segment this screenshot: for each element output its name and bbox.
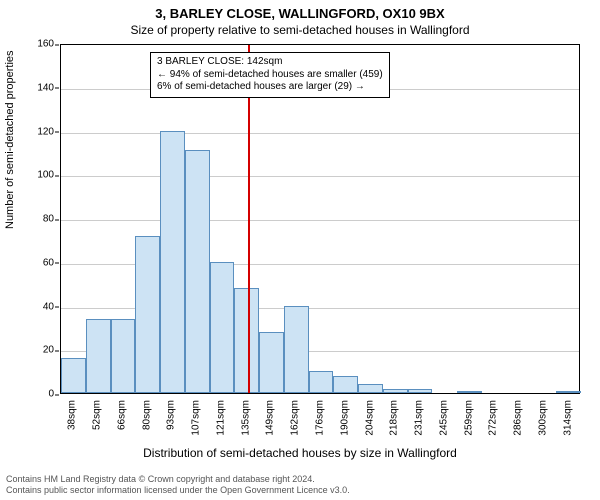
- x-tick-label: 259sqm: [463, 400, 474, 436]
- x-tick-label: 162sqm: [290, 400, 301, 436]
- gridline: [61, 133, 579, 134]
- x-tick-label: 245sqm: [438, 400, 449, 436]
- x-tick-label: 272sqm: [488, 400, 499, 436]
- x-tick-label: 300sqm: [537, 400, 548, 436]
- x-tick-label: 107sqm: [191, 400, 202, 436]
- gridline: [61, 176, 579, 177]
- y-tick-label: 160: [30, 39, 54, 50]
- histogram-bar: [309, 371, 334, 393]
- gridline: [61, 220, 579, 221]
- histogram-bar: [556, 391, 581, 393]
- x-tick-label: 80sqm: [141, 400, 152, 430]
- y-tick-label: 80: [30, 214, 54, 225]
- histogram-bar: [111, 319, 136, 393]
- histogram-bar: [284, 306, 309, 394]
- histogram-bar: [408, 389, 433, 393]
- attribution-line-2: Contains public sector information licen…: [6, 485, 350, 496]
- x-axis-label: Distribution of semi-detached houses by …: [0, 446, 600, 460]
- annotation-box: 3 BARLEY CLOSE: 142sqm ← 94% of semi-det…: [150, 52, 390, 98]
- annotation-line-1: 3 BARLEY CLOSE: 142sqm: [157, 56, 383, 69]
- x-tick-label: 218sqm: [389, 400, 400, 436]
- address-title: 3, BARLEY CLOSE, WALLINGFORD, OX10 9BX: [0, 0, 600, 21]
- histogram-bar: [457, 391, 482, 393]
- histogram-bar: [383, 389, 408, 393]
- histogram-bar: [358, 384, 383, 393]
- attribution-line-1: Contains HM Land Registry data © Crown c…: [6, 474, 350, 485]
- x-tick-label: 314sqm: [562, 400, 573, 436]
- attribution: Contains HM Land Registry data © Crown c…: [6, 474, 350, 497]
- y-axis-label: Number of semi-detached properties: [4, 209, 16, 229]
- x-tick-label: 93sqm: [166, 400, 177, 430]
- y-tick-label: 40: [30, 301, 54, 312]
- histogram-bar: [210, 262, 235, 393]
- histogram-bar: [135, 236, 160, 394]
- chart-container: 3, BARLEY CLOSE, WALLINGFORD, OX10 9BX S…: [0, 0, 600, 500]
- y-tick-label: 60: [30, 257, 54, 268]
- histogram-bar: [61, 358, 86, 393]
- x-tick-label: 38sqm: [67, 400, 78, 430]
- x-tick-label: 286sqm: [513, 400, 524, 436]
- y-tick-label: 140: [30, 82, 54, 93]
- y-tick-label: 100: [30, 170, 54, 181]
- histogram-bar: [259, 332, 284, 393]
- histogram-bar: [185, 150, 210, 393]
- histogram-bar: [160, 131, 185, 394]
- x-tick-label: 190sqm: [339, 400, 350, 436]
- x-tick-label: 231sqm: [414, 400, 425, 436]
- y-tick-label: 0: [30, 389, 54, 400]
- x-tick-label: 52sqm: [92, 400, 103, 430]
- histogram-bar: [333, 376, 358, 394]
- annotation-line-3: 6% of semi-detached houses are larger (2…: [157, 81, 383, 94]
- x-tick-label: 176sqm: [315, 400, 326, 436]
- x-tick-label: 135sqm: [240, 400, 251, 436]
- x-tick-label: 66sqm: [116, 400, 127, 430]
- x-tick-label: 121sqm: [215, 400, 226, 436]
- y-tick-label: 120: [30, 126, 54, 137]
- subtitle: Size of property relative to semi-detach…: [0, 21, 600, 37]
- histogram-bar: [234, 288, 259, 393]
- y-tick-label: 20: [30, 345, 54, 356]
- x-tick-label: 204sqm: [364, 400, 375, 436]
- x-tick-label: 149sqm: [265, 400, 276, 436]
- annotation-line-2: ← 94% of semi-detached houses are smalle…: [157, 69, 383, 82]
- histogram-bar: [86, 319, 111, 393]
